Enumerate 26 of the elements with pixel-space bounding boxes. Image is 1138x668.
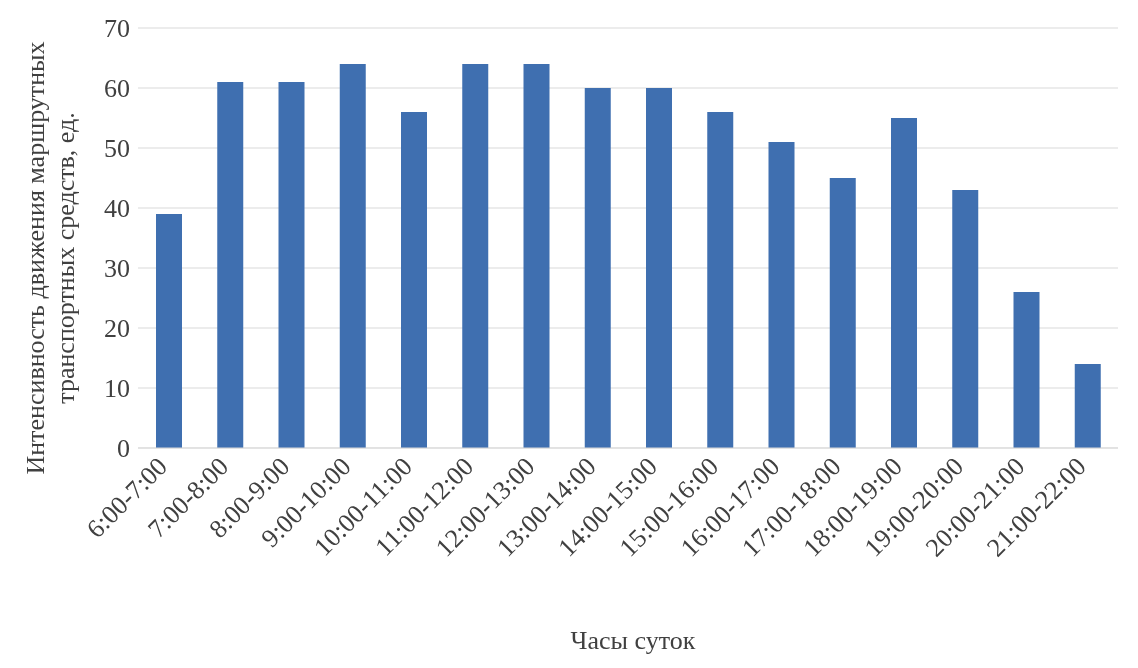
bar — [768, 142, 795, 448]
bar — [829, 178, 856, 448]
y-tick-label: 0 — [117, 434, 130, 464]
y-tick-label: 50 — [104, 134, 130, 164]
y-tick-label: 70 — [104, 14, 130, 44]
y-tick-label: 40 — [104, 194, 130, 224]
bar — [523, 64, 550, 448]
bar — [278, 82, 305, 448]
bar — [584, 88, 611, 448]
y-tick-label: 20 — [104, 314, 130, 344]
bar — [156, 214, 182, 448]
x-axis-title: Часы суток — [569, 626, 697, 656]
bar — [891, 118, 917, 448]
bar — [646, 88, 672, 448]
bar — [1074, 364, 1101, 448]
y-tick-label: 60 — [104, 74, 130, 104]
y-axis-title: Интенсивность движения маршрутных транспортных средств, ед. — [21, 41, 80, 475]
bar — [217, 82, 244, 448]
bar — [1013, 292, 1040, 448]
bar — [401, 112, 427, 448]
bar — [339, 64, 366, 448]
bar — [952, 190, 979, 448]
bar — [462, 64, 489, 448]
y-tick-label: 10 — [104, 374, 130, 404]
y-tick-label: 30 — [104, 254, 130, 284]
bar — [707, 112, 734, 448]
